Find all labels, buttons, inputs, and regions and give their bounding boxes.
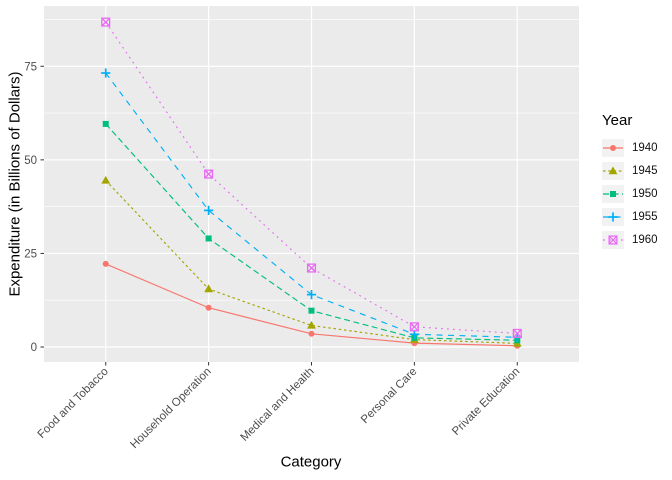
marker-1960-4 bbox=[512, 329, 522, 338]
series-line-1960 bbox=[105, 21, 518, 334]
legend-key-triangle-icon bbox=[602, 162, 624, 180]
legend-entry-1955: 1955 bbox=[602, 208, 658, 226]
legend-label-1960: 1960 bbox=[632, 234, 658, 246]
marker-1960-0 bbox=[101, 17, 111, 27]
legend-entry-1950: 1950 bbox=[602, 185, 658, 203]
y-tick-label: 25 bbox=[24, 248, 37, 260]
legend-key-marker-1960 bbox=[608, 235, 618, 245]
legend: Year 1940 1945 1950 1955 1960 bbox=[602, 112, 658, 254]
y-tick-label: 50 bbox=[24, 155, 37, 167]
marker-1950-0 bbox=[102, 120, 109, 127]
marker-1960-3 bbox=[409, 322, 419, 332]
legend-entry-1960: 1960 bbox=[602, 231, 658, 249]
legend-key-marker-1960 bbox=[608, 235, 618, 245]
legend-entry-1940: 1940 bbox=[602, 139, 658, 157]
legend-key-plus-icon bbox=[602, 208, 624, 226]
legend-label-1940: 1940 bbox=[632, 142, 658, 154]
x-tick-label: Private Education bbox=[450, 366, 522, 438]
x-tick-label: Medical and Health bbox=[239, 366, 317, 444]
marker-1940-1 bbox=[205, 304, 212, 311]
x-tick-label: Personal Care bbox=[359, 366, 419, 426]
legend-title: Year bbox=[602, 112, 633, 129]
y-tick-label: 0 bbox=[31, 342, 37, 354]
marker-1960-1 bbox=[204, 169, 214, 179]
marker-1960-2 bbox=[306, 263, 317, 273]
marker-1960-0 bbox=[101, 17, 111, 27]
marker-1940-2 bbox=[308, 330, 315, 337]
y-axis-title: Expenditure (in Billions of Dollars) bbox=[6, 71, 24, 297]
marker-1950-2 bbox=[308, 307, 315, 314]
marker-1950-1 bbox=[205, 235, 212, 242]
legend-label-1945: 1945 bbox=[632, 165, 658, 177]
marker-1945-1 bbox=[204, 284, 214, 293]
marker-1945-0 bbox=[101, 175, 111, 184]
x-tick-label: Food and Tobacco bbox=[36, 366, 111, 441]
marker-1960-4 bbox=[512, 328, 522, 338]
legend-label-1950: 1950 bbox=[632, 188, 658, 200]
legend-key-square-icon bbox=[602, 185, 624, 203]
legend-key-circle-icon bbox=[602, 139, 624, 157]
marker-1960-3 bbox=[410, 322, 419, 332]
x-tick-label: Household Operation bbox=[128, 366, 213, 451]
y-tick-label: 75 bbox=[24, 61, 37, 73]
legend-key-square-x-icon bbox=[602, 231, 624, 249]
legend-key-marker-1945 bbox=[608, 166, 618, 175]
legend-entries: 1940 1945 1950 1955 1960 bbox=[602, 139, 658, 249]
x-axis-title: Category bbox=[280, 453, 342, 471]
marker-1960-1 bbox=[204, 169, 213, 179]
legend-key-marker-1940 bbox=[610, 145, 616, 151]
marker-1940-0 bbox=[102, 260, 109, 267]
marker-1960-2 bbox=[307, 263, 316, 273]
marker-1945-2 bbox=[307, 320, 316, 329]
legend-key-marker-1950 bbox=[610, 191, 616, 197]
legend-label-1955: 1955 bbox=[632, 211, 658, 223]
legend-entry-1945: 1945 bbox=[602, 162, 658, 180]
